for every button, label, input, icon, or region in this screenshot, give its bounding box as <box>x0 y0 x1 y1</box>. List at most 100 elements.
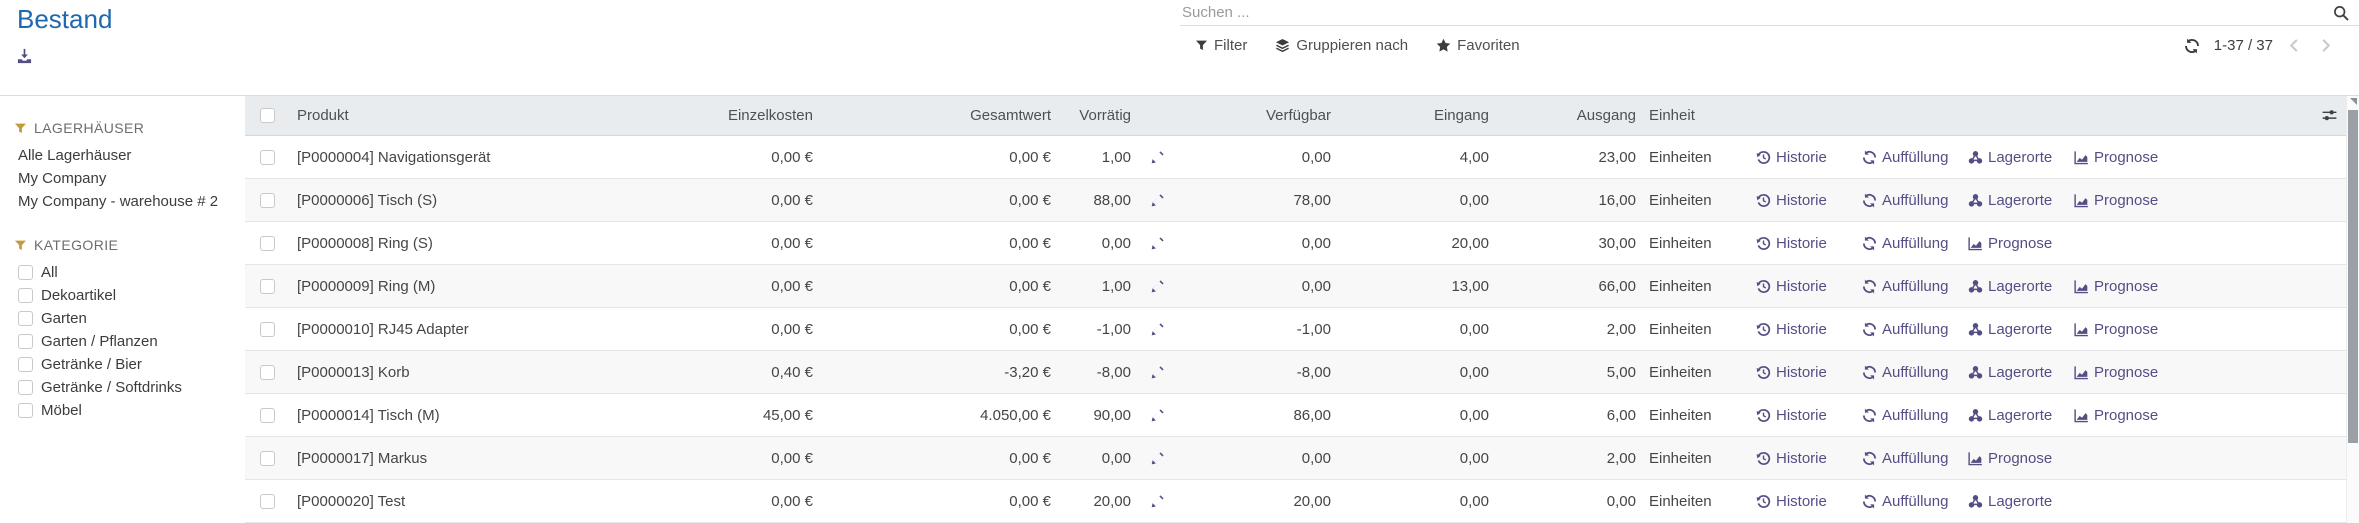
sliders-icon optional-columns-icon[interactable] <box>2321 107 2338 124</box>
filter-button[interactable]: Filter <box>1195 37 1247 54</box>
history-button[interactable]: Historie <box>1756 493 1862 510</box>
product-name[interactable]: [P0000004] Navigationsgerät <box>297 148 491 166</box>
column-header-uom[interactable]: Einheit <box>1649 107 1695 124</box>
history-button[interactable]: Historie <box>1756 192 1862 209</box>
replenish-button[interactable]: Auffüllung <box>1862 407 1968 424</box>
forecast-button[interactable]: Prognose <box>1968 450 2074 467</box>
history-button[interactable]: Historie <box>1756 450 1862 467</box>
category-checkbox[interactable] <box>18 311 33 326</box>
product-name[interactable]: [P0000010] RJ45 Adapter <box>297 320 469 338</box>
pencil-icon edit-quantity-button[interactable] <box>1150 365 1165 380</box>
pencil-icon edit-quantity-button[interactable] <box>1150 451 1165 466</box>
warehouse-filter-item[interactable]: Alle Lagerhäuser <box>18 147 132 164</box>
forecast-button[interactable]: Prognose <box>2074 149 2175 166</box>
category-checkbox[interactable] <box>18 357 33 372</box>
replenish-button[interactable]: Auffüllung <box>1862 493 1968 510</box>
replenish-button[interactable]: Auffüllung <box>1862 149 1968 166</box>
product-name[interactable]: [P0000009] Ring (M) <box>297 277 436 295</box>
warehouse-filter-item[interactable]: My Company - warehouse # 2 <box>18 193 219 210</box>
category-filter-item[interactable]: Möbel <box>14 399 231 422</box>
category-checkbox[interactable] <box>18 380 33 395</box>
category-checkbox[interactable] <box>18 334 33 349</box>
locations-button[interactable]: Lagerorte <box>1968 149 2074 166</box>
vertical-scrollbar[interactable] <box>2346 96 2359 523</box>
category-filter-item[interactable]: Dekoartikel <box>14 284 231 307</box>
locations-button[interactable]: Lagerorte <box>1968 278 2074 295</box>
category-filter-item[interactable]: Garten / Pflanzen <box>14 330 231 353</box>
pager-next-icon[interactable] <box>2318 38 2333 53</box>
product-name[interactable]: [P0000020] Test <box>297 492 406 510</box>
column-header-on-hand[interactable]: Vorrätig <box>1079 107 1131 124</box>
forecast-button[interactable]: Prognose <box>2074 192 2175 209</box>
export-download-button[interactable] <box>16 48 33 66</box>
row-checkbox[interactable] <box>259 235 275 251</box>
history-button[interactable]: Historie <box>1756 278 1862 295</box>
category-filter-item[interactable]: Getränke / Softdrinks <box>14 376 231 399</box>
locations-button[interactable]: Lagerorte <box>1968 321 2074 338</box>
search-input[interactable] <box>1182 4 2333 21</box>
row-checkbox[interactable] <box>259 364 275 380</box>
forecast-button[interactable]: Prognose <box>1968 235 2074 252</box>
select-all-checkbox[interactable] <box>259 108 275 123</box>
row-checkbox[interactable] <box>259 407 275 423</box>
pencil-icon edit-quantity-button[interactable] <box>1150 322 1165 337</box>
history-button[interactable]: Historie <box>1756 407 1862 424</box>
product-name[interactable]: [P0000014] Tisch (M) <box>297 406 440 424</box>
refresh-icon[interactable] <box>2184 38 2200 54</box>
column-header-outgoing[interactable]: Ausgang <box>1576 107 1636 124</box>
column-header-product[interactable]: Produkt <box>297 107 349 124</box>
forecast-button[interactable]: Prognose <box>2074 321 2175 338</box>
product-name[interactable]: [P0000017] Markus <box>297 449 428 467</box>
replenish-button[interactable]: Auffüllung <box>1862 235 1968 252</box>
pencil-icon edit-quantity-button[interactable] <box>1150 193 1165 208</box>
replenish-button[interactable]: Auffüllung <box>1862 364 1968 381</box>
category-checkbox[interactable] <box>18 265 33 280</box>
product-name[interactable]: [P0000013] Korb <box>297 363 410 381</box>
favorites-button[interactable]: Favoriten <box>1436 37 1520 54</box>
search-icon[interactable] <box>2333 5 2349 21</box>
history-button[interactable]: Historie <box>1756 235 1862 252</box>
category-filter-item[interactable]: Garten <box>14 307 231 330</box>
locations-button[interactable]: Lagerorte <box>1968 407 2074 424</box>
pencil-icon edit-quantity-button[interactable] <box>1150 408 1165 423</box>
column-header-incoming[interactable]: Eingang <box>1433 107 1489 124</box>
group-by-button[interactable]: Gruppieren nach <box>1275 37 1408 54</box>
history-button[interactable]: Historie <box>1756 149 1862 166</box>
pager-previous-icon[interactable] <box>2287 38 2302 53</box>
history-button[interactable]: Historie <box>1756 321 1862 338</box>
row-checkbox[interactable] <box>259 450 275 466</box>
scrollbar-thumb[interactable] <box>2348 110 2358 444</box>
page-title[interactable]: Bestand <box>17 4 113 34</box>
pencil-icon edit-quantity-button[interactable] <box>1150 279 1165 294</box>
forecast-button[interactable]: Prognose <box>2074 364 2175 381</box>
category-checkbox[interactable] <box>18 403 33 418</box>
warehouse-filter-item[interactable]: My Company <box>18 170 107 187</box>
replenish-button[interactable]: Auffüllung <box>1862 450 1968 467</box>
row-checkbox[interactable] <box>259 149 275 165</box>
table-row: [P0000013] Korb 0,40 € -3,20 € -8,00 -8,… <box>245 351 2359 394</box>
forecast-button[interactable]: Prognose <box>2074 278 2175 295</box>
replenish-button[interactable]: Auffüllung <box>1862 278 1968 295</box>
column-header-total-value[interactable]: Gesamtwert <box>970 107 1051 124</box>
row-checkbox[interactable] <box>259 192 275 208</box>
row-checkbox[interactable] <box>259 493 275 509</box>
replenish-button[interactable]: Auffüllung <box>1862 321 1968 338</box>
pencil-icon edit-quantity-button[interactable] <box>1150 494 1165 509</box>
locations-button[interactable]: Lagerorte <box>1968 364 2074 381</box>
column-header-available[interactable]: Verfügbar <box>1265 107 1331 124</box>
pencil-icon edit-quantity-button[interactable] <box>1150 150 1165 165</box>
category-checkbox[interactable] <box>18 288 33 303</box>
product-name[interactable]: [P0000008] Ring (S) <box>297 234 433 252</box>
forecast-button[interactable]: Prognose <box>2074 407 2175 424</box>
column-header-unit-cost[interactable]: Einzelkosten <box>727 107 813 124</box>
category-filter-item[interactable]: All <box>14 261 231 284</box>
locations-button[interactable]: Lagerorte <box>1968 192 2074 209</box>
category-filter-item[interactable]: Getränke / Bier <box>14 353 231 376</box>
row-checkbox[interactable] <box>259 278 275 294</box>
history-button[interactable]: Historie <box>1756 364 1862 381</box>
row-checkbox[interactable] <box>259 321 275 337</box>
replenish-button[interactable]: Auffüllung <box>1862 192 1968 209</box>
pencil-icon edit-quantity-button[interactable] <box>1150 236 1165 251</box>
locations-button[interactable]: Lagerorte <box>1968 493 2074 510</box>
product-name[interactable]: [P0000006] Tisch (S) <box>297 191 438 209</box>
